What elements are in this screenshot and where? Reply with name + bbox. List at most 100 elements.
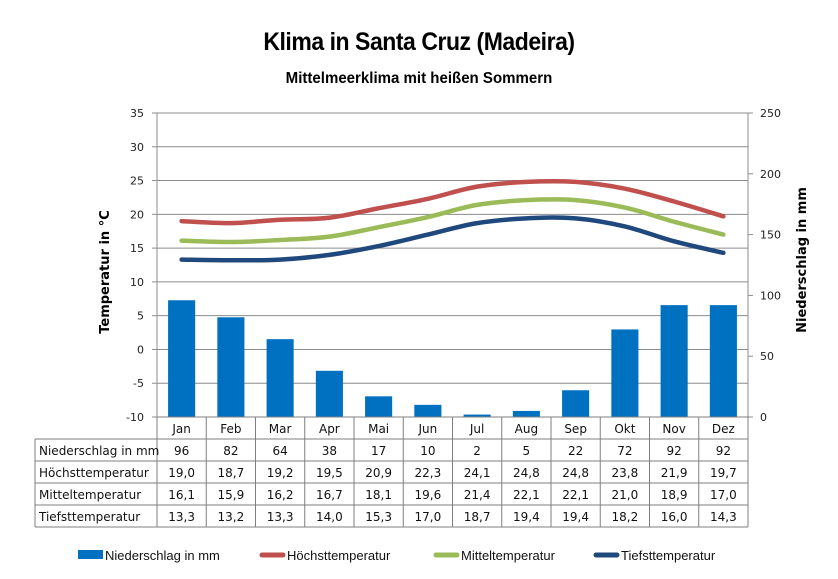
category-label-jul: Jul bbox=[469, 422, 484, 436]
table-cell: 21,4 bbox=[464, 488, 491, 502]
table-cell: 13,3 bbox=[168, 510, 195, 524]
table-cell: 13,3 bbox=[267, 510, 294, 524]
table-cell: 19,2 bbox=[267, 466, 294, 480]
y-left-tick-label: 25 bbox=[130, 175, 144, 188]
table-row-label: Höchsttemperatur bbox=[39, 466, 149, 480]
table-row-label: Mitteltemperatur bbox=[39, 488, 141, 502]
table-cell: 22,1 bbox=[513, 488, 540, 502]
y-right-tick-label: 250 bbox=[760, 107, 781, 120]
legend-label-mitteltemperatur: Mitteltemperatur bbox=[461, 548, 556, 563]
table-cell: 96 bbox=[174, 444, 189, 458]
y-right-tick-label: 100 bbox=[760, 289, 781, 302]
bar-niederschlag-sep bbox=[562, 390, 590, 417]
y-left-tick-label: 5 bbox=[137, 310, 144, 323]
table-cell: 21,0 bbox=[612, 488, 639, 502]
bar-niederschlag-mar bbox=[266, 339, 294, 417]
category-label-sep: Sep bbox=[564, 422, 587, 436]
line-mitteltemperatur bbox=[179, 197, 726, 245]
table-cell: 19,7 bbox=[710, 466, 737, 480]
table-cell: 2 bbox=[473, 444, 481, 458]
table-cell: 22,1 bbox=[562, 488, 589, 502]
table-cell: 16,7 bbox=[316, 488, 343, 502]
table-cell: 19,6 bbox=[415, 488, 442, 502]
category-label-mai: Mai bbox=[368, 422, 389, 436]
category-label-feb: Feb bbox=[220, 422, 241, 436]
bar-niederschlag-apr bbox=[315, 370, 343, 417]
y-right-tick-label: 150 bbox=[760, 229, 781, 242]
y-right-tick-label: 0 bbox=[760, 411, 767, 424]
table-cell: 5 bbox=[523, 444, 531, 458]
bar-niederschlag-jun bbox=[414, 404, 442, 417]
bar-niederschlag-mai bbox=[365, 396, 393, 417]
category-label-okt: Okt bbox=[614, 422, 635, 436]
table-cell: 18,9 bbox=[661, 488, 688, 502]
table-cell: 18,7 bbox=[218, 466, 245, 480]
table-cell: 17 bbox=[371, 444, 386, 458]
table-cell: 92 bbox=[716, 444, 731, 458]
table-cell: 17,0 bbox=[710, 488, 737, 502]
table-cell: 16,0 bbox=[661, 510, 688, 524]
y-left-tick-label: -5 bbox=[133, 377, 144, 390]
category-label-apr: Apr bbox=[319, 422, 340, 436]
line-höchsttemperatur bbox=[179, 178, 726, 226]
category-label-nov: Nov bbox=[662, 422, 685, 436]
y-axis-right-title: Niederschlag in mm bbox=[795, 187, 810, 333]
table-row-label: Niederschlag in mm bbox=[39, 444, 159, 458]
table-cell: 72 bbox=[617, 444, 632, 458]
table-cell: 20,9 bbox=[365, 466, 392, 480]
category-label-jun: Jun bbox=[418, 422, 438, 436]
table-cell: 21,9 bbox=[661, 466, 688, 480]
y-left-tick-label: 10 bbox=[130, 276, 144, 289]
table-cell: 24,8 bbox=[562, 466, 589, 480]
table-cell: 19,0 bbox=[168, 466, 195, 480]
table-cell: 14,0 bbox=[316, 510, 343, 524]
table-cell: 18,1 bbox=[365, 488, 392, 502]
legend-label-niederschlag-in-mm: Niederschlag in mm bbox=[105, 548, 220, 563]
y-right-tick-label: 200 bbox=[760, 168, 781, 181]
bar-niederschlag-jul bbox=[463, 414, 491, 417]
y-axis-left-title: Temperatur in °C bbox=[98, 210, 113, 334]
chart-title: Klima in Santa Cruz (Madeira) bbox=[263, 28, 575, 56]
legend-label-tiefsttemperatur: Tiefsttemperatur bbox=[621, 548, 716, 563]
table-cell: 24,1 bbox=[464, 466, 491, 480]
bar-niederschlag-feb bbox=[217, 317, 245, 417]
bar-niederschlag-aug bbox=[512, 410, 540, 417]
table-cell: 23,8 bbox=[612, 466, 639, 480]
table-cell: 13,2 bbox=[218, 510, 245, 524]
y-left-tick-label: 0 bbox=[137, 343, 144, 356]
y-left-tick-label: 15 bbox=[130, 242, 144, 255]
bar-niederschlag-nov bbox=[660, 305, 688, 417]
category-label-jan: Jan bbox=[171, 422, 191, 436]
table-row-label: Tiefsttemperatur bbox=[38, 510, 140, 524]
table-cell: 92 bbox=[666, 444, 681, 458]
table-cell: 16,1 bbox=[168, 488, 195, 502]
y-left-tick-label: 20 bbox=[130, 208, 144, 221]
table-cell: 64 bbox=[272, 444, 287, 458]
y-right-tick-label: 50 bbox=[760, 350, 774, 363]
legend-swatch-niederschlag bbox=[78, 550, 103, 559]
category-label-aug: Aug bbox=[515, 422, 538, 436]
category-label-dez: Dez bbox=[712, 422, 735, 436]
table-cell: 10 bbox=[420, 444, 435, 458]
table-cell: 14,3 bbox=[710, 510, 737, 524]
table-cell: 22 bbox=[568, 444, 583, 458]
table-cell: 17,0 bbox=[415, 510, 442, 524]
table-cell: 19,4 bbox=[513, 510, 540, 524]
table-cell: 19,4 bbox=[562, 510, 589, 524]
table-cell: 16,2 bbox=[267, 488, 294, 502]
table-cell: 19,5 bbox=[316, 466, 343, 480]
table-cell: 15,9 bbox=[218, 488, 245, 502]
table-cell: 18,2 bbox=[612, 510, 639, 524]
table-cell: 24,8 bbox=[513, 466, 540, 480]
y-left-tick-label: -10 bbox=[126, 411, 144, 424]
line-tiefsttemperatur bbox=[179, 215, 726, 263]
table-cell: 82 bbox=[223, 444, 238, 458]
table-cell: 38 bbox=[322, 444, 337, 458]
table-cell: 22,3 bbox=[415, 466, 442, 480]
y-left-tick-label: 35 bbox=[130, 107, 144, 120]
bar-niederschlag-okt bbox=[611, 329, 639, 417]
table-cell: 18,7 bbox=[464, 510, 491, 524]
bar-niederschlag-dez bbox=[709, 305, 737, 417]
y-left-tick-label: 30 bbox=[130, 141, 144, 154]
